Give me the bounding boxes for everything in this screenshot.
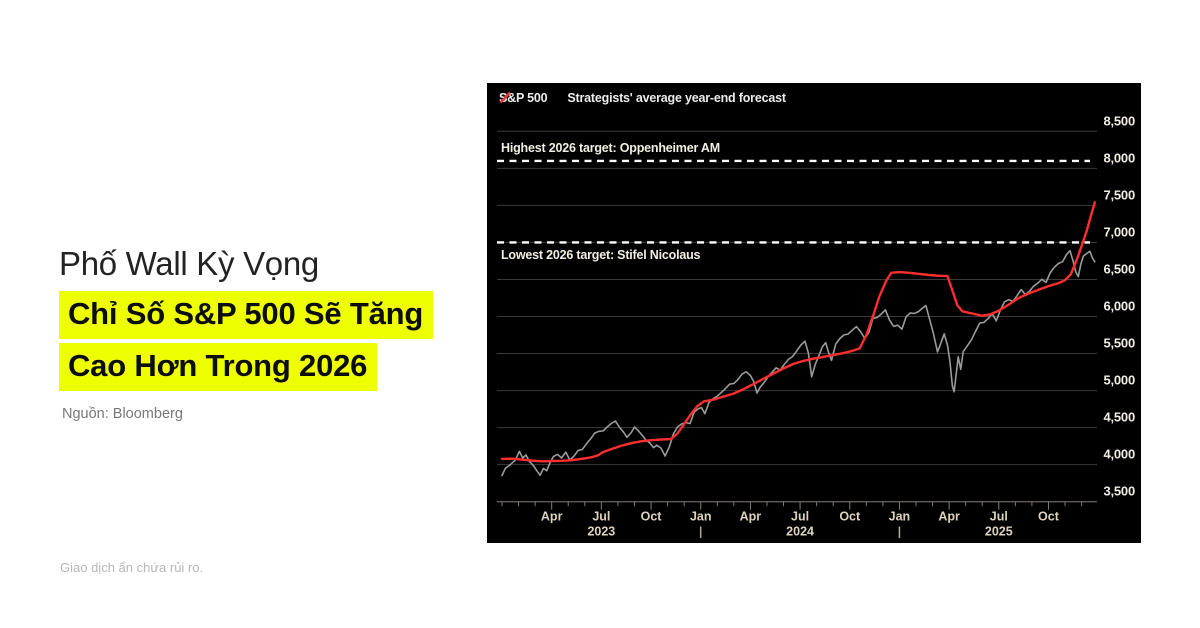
legend-label-sp500: S&P 500 [499,91,548,105]
x-axis-month-label: Apr [938,510,960,524]
y-axis-tick-label: 8,000 [1103,150,1135,165]
x-axis-year-separator: | [699,525,702,539]
x-axis-year-label: 2025 [985,525,1013,539]
lowest-target-label: Lowest 2026 target: Stifel Nicolaus [501,248,701,263]
x-axis-year-label: 2023 [587,525,615,539]
x-axis-year-label: 2024 [786,525,814,539]
y-axis-tick-label: 5,000 [1103,373,1135,388]
forecast-line-marker-icon [499,91,511,104]
y-axis-tick-label: 4,500 [1103,410,1135,425]
source-credit: Nguồn: Bloomberg [62,406,183,422]
headline-highlight-line-2: Cao Hơn Trong 2026 [59,343,378,391]
x-axis-month-label: Oct [1038,510,1060,524]
headline-title: Phố Wall Kỳ Vọng [59,245,319,282]
y-axis-tick-label: 6,500 [1103,261,1135,276]
x-axis-month-label: Apr [740,510,762,524]
headline-highlight-group: Chỉ Số S&P 500 Sẽ Tăng Cao Hơn Trong 202… [59,291,434,391]
y-axis-tick-label: 8,500 [1103,113,1135,128]
x-axis-month-label: Apr [541,510,563,524]
chart-legend: S&P 500 Strategists' average year-end fo… [499,91,786,105]
y-axis-tick-label: 7,000 [1103,224,1135,239]
headline-highlight-line-1: Chỉ Số S&P 500 Sẽ Tăng [59,291,434,339]
legend-label-forecast: Strategists' average year-end forecast [567,91,786,105]
headline-block: Phố Wall Kỳ Vọng Chỉ Số S&P 500 Sẽ Tăng … [59,244,434,395]
x-axis-month-label: Jan [690,510,712,524]
x-axis-month-label: Jul [990,510,1008,524]
x-axis-month-label: Jan [889,510,911,524]
legend-item-forecast: Strategists' average year-end forecast [499,91,786,105]
y-axis-tick-label: 6,000 [1103,299,1135,314]
forecast-series-line [500,201,1096,463]
x-axis-month-label: Jul [791,510,809,524]
x-axis-year-separator: | [898,525,901,539]
y-axis-tick-label: 4,000 [1103,447,1135,462]
x-axis-month-label: Oct [641,510,663,524]
chart-panel: S&P 500 Strategists' average year-end fo… [487,83,1141,543]
risk-disclaimer: Giao dịch ẩn chứa rủi ro. [60,560,204,575]
x-axis-month-label: Jul [592,510,610,524]
chart-canvas: 3,500 4,000 4,500 5,000 5,500 6,000 6,500 7,000… [497,113,1135,539]
highest-target-label: Highest 2026 target: Oppenheimer AM [501,140,720,155]
y-axis-tick-label: 3,500 [1103,484,1135,499]
y-axis-tick-label: 7,500 [1103,187,1135,202]
y-axis-tick-label: 5,500 [1103,336,1135,351]
x-axis-month-label: Oct [839,510,861,524]
